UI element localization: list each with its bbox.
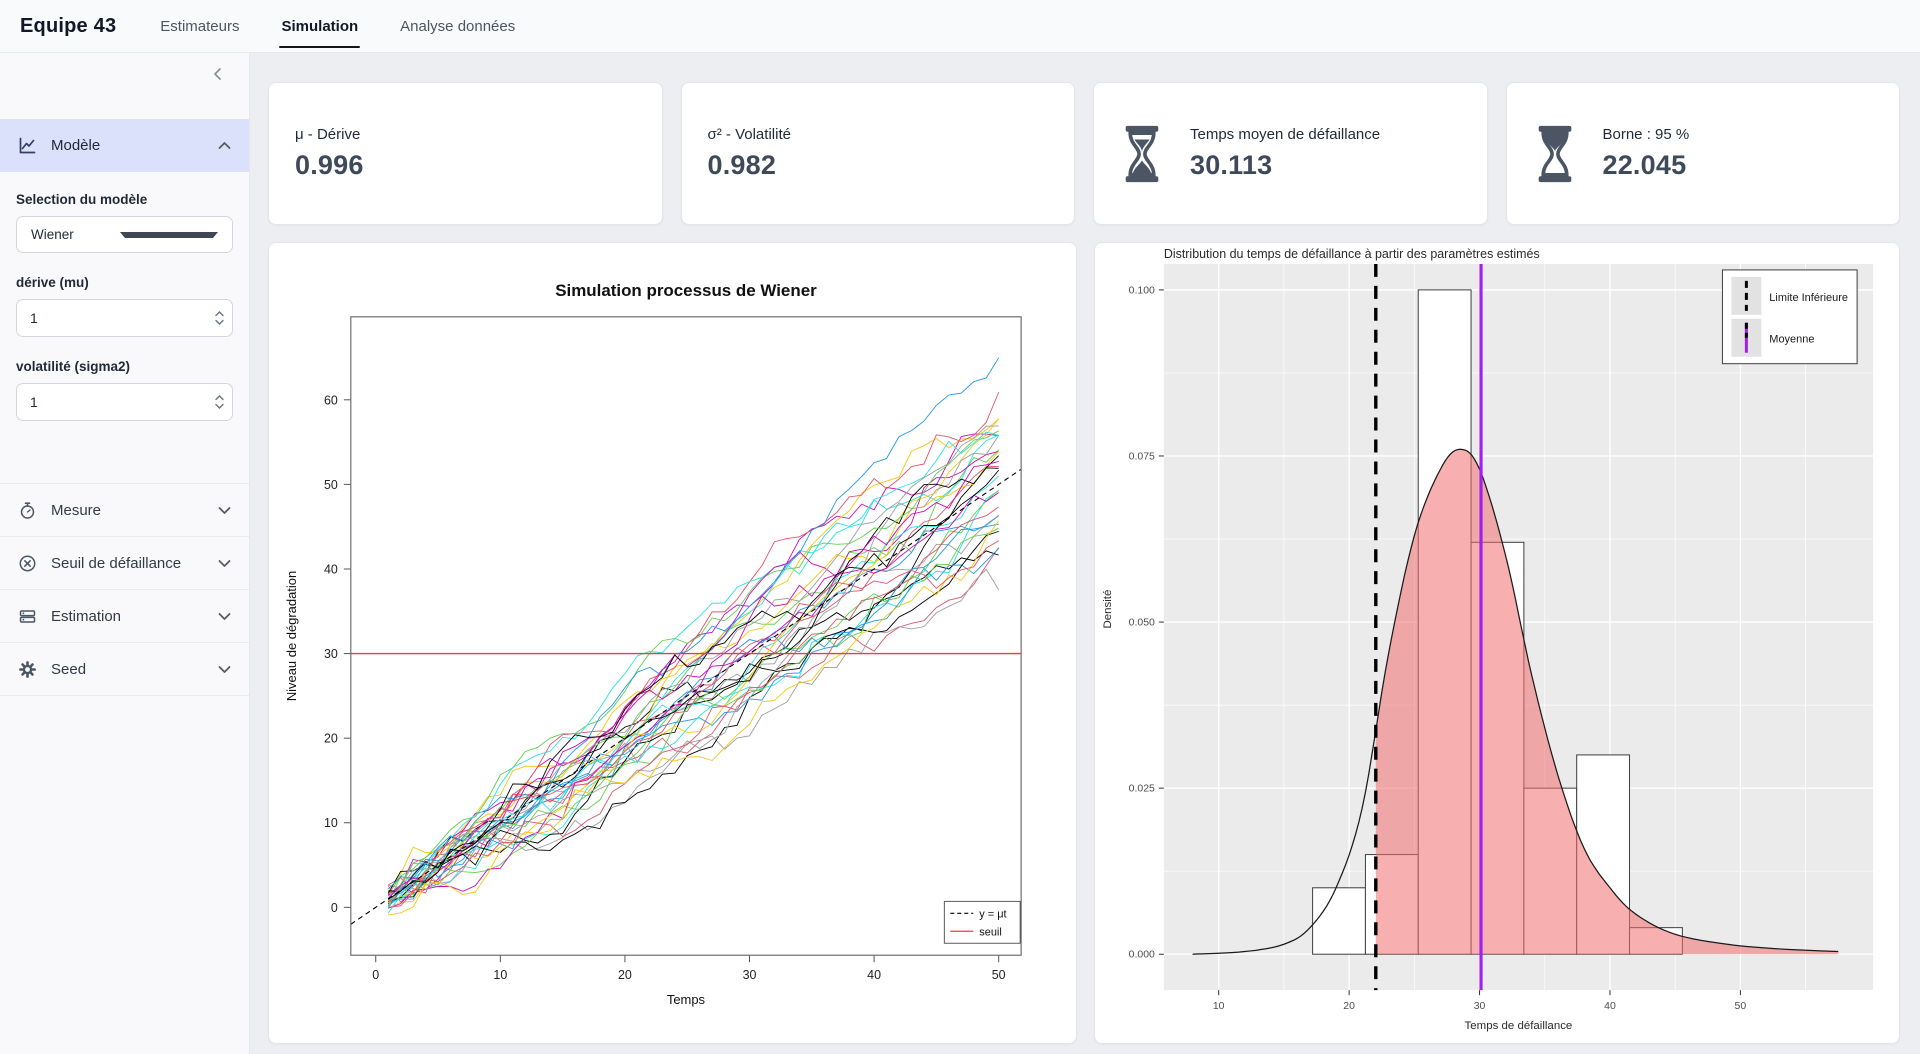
nav-tabs: Estimateurs Simulation Analyse données: [158, 0, 555, 52]
value-box-title: μ - Dérive: [295, 126, 361, 143]
chart-line-icon: [18, 136, 37, 155]
value-box-value: 30.113: [1190, 150, 1273, 180]
value-box-title: Borne : 95 %: [1602, 126, 1690, 143]
chevron-down-icon: [218, 665, 231, 674]
app-brand: Equipe 43: [20, 14, 117, 37]
model-settings-panel: Selection du modèle Wiener dérive (mu) v…: [0, 172, 249, 453]
svg-text:seuil: seuil: [979, 926, 1002, 938]
svg-text:Niveau de dégradation: Niveau de dégradation: [284, 571, 299, 701]
svg-text:Limite Inférieure: Limite Inférieure: [1769, 292, 1848, 304]
value-box-title: σ² - Volatilité: [707, 126, 791, 143]
value-box-row: μ - Dérive 0.996 σ² - Volatilité 0.982: [268, 82, 1900, 225]
chevron-down-icon: [218, 506, 231, 515]
sidebar-collapse-button[interactable]: [211, 67, 225, 84]
model-select-label: Selection du modèle: [16, 192, 148, 207]
tab-estimateurs[interactable]: Estimateurs: [160, 17, 240, 35]
value-box-value: 22.045: [1602, 150, 1687, 180]
svg-text:Distribution du temps de défai: Distribution du temps de défaillance à p…: [1164, 247, 1540, 261]
mu-input[interactable]: [19, 310, 215, 326]
svg-text:0: 0: [331, 901, 338, 915]
sigma-label: volatilité (sigma2): [16, 359, 131, 374]
value-box-derive: μ - Dérive 0.996: [268, 82, 663, 225]
svg-text:Temps: Temps: [667, 992, 706, 1007]
sidebar-section-label: Seuil de défaillance: [51, 554, 182, 572]
svg-text:30: 30: [324, 647, 338, 661]
wiener-simulation-plot: Simulation processus de Wiener 0 10 20 30 40 5…: [284, 281, 1022, 1007]
hourglass-icon: [1533, 125, 1577, 183]
circle-x-icon: [18, 554, 37, 573]
svg-text:40: 40: [867, 968, 881, 982]
value-box-borne: Borne : 95 % 22.045: [1505, 82, 1900, 225]
charts-row: Simulation processus de Wiener 0 10 20 30 40 5…: [268, 242, 1900, 1044]
chevron-down-icon: [218, 612, 231, 621]
stopwatch-icon: [18, 501, 37, 520]
svg-text:0.100: 0.100: [1129, 285, 1155, 296]
caret-down-icon: [119, 231, 218, 238]
value-box-title: Temps moyen de défaillance: [1190, 126, 1381, 143]
value-box-temps-moyen: Temps moyen de défaillance 30.113: [1093, 82, 1488, 225]
tab-simulation[interactable]: Simulation: [279, 0, 360, 52]
failure-time-distribution-plot: Distribution du temps de défaillance à p…: [1102, 247, 1874, 1032]
mu-label: dérive (mu): [16, 275, 89, 290]
main-content: μ - Dérive 0.996 σ² - Volatilité 0.982: [250, 53, 1920, 1054]
sidebar-sections-group: Mesure Seuil de défaillance: [0, 483, 249, 696]
sidebar-section-modele[interactable]: Modèle: [0, 119, 249, 172]
svg-text:10: 10: [1213, 1001, 1225, 1012]
svg-text:0.050: 0.050: [1129, 618, 1155, 629]
svg-text:20: 20: [1343, 1001, 1355, 1012]
server-icon: [18, 607, 37, 626]
stepper-icons[interactable]: [215, 395, 224, 409]
svg-text:10: 10: [324, 816, 338, 830]
sigma-input-wrap: [16, 383, 233, 421]
distribution-chart-card: Distribution du temps de défaillance à p…: [1094, 242, 1900, 1044]
wiener-chart-card: Simulation processus de Wiener 0 10 20 30 40 5…: [268, 242, 1077, 1044]
svg-text:40: 40: [1604, 1001, 1616, 1012]
svg-text:30: 30: [743, 968, 757, 982]
chevron-up-icon: [218, 141, 231, 150]
svg-text:0.075: 0.075: [1129, 451, 1155, 462]
svg-text:50: 50: [1735, 1001, 1747, 1012]
svg-text:Moyenne: Moyenne: [1769, 334, 1814, 346]
sidebar-section-label: Modèle: [51, 137, 101, 154]
svg-text:50: 50: [992, 968, 1006, 982]
model-select-value: Wiener: [31, 227, 74, 242]
svg-text:50: 50: [324, 478, 338, 492]
gear-icon: [18, 660, 37, 679]
sidebar-section-seuil[interactable]: Seuil de défaillance: [0, 536, 249, 589]
navbar: Equipe 43 Estimateurs Simulation Analyse…: [0, 0, 1920, 53]
svg-text:20: 20: [618, 968, 632, 982]
sidebar-section-label: Seed: [51, 660, 87, 678]
svg-text:y = μt: y = μt: [979, 908, 1006, 920]
sidebar-section-mesure[interactable]: Mesure: [0, 483, 249, 536]
value-box-volatilite: σ² - Volatilité 0.982: [680, 82, 1075, 225]
svg-text:Temps de défaillance: Temps de défaillance: [1465, 1020, 1573, 1032]
svg-text:20: 20: [324, 732, 338, 746]
model-select[interactable]: Wiener: [16, 216, 233, 253]
svg-text:30: 30: [1474, 1001, 1486, 1012]
sidebar-collapse-row: [0, 53, 249, 97]
value-box-value: 0.996: [295, 150, 364, 180]
hourglass-icon: [1120, 125, 1164, 183]
svg-text:40: 40: [324, 562, 338, 576]
value-box-value: 0.982: [707, 150, 777, 180]
tab-analyse-donnees[interactable]: Analyse données: [400, 17, 516, 35]
svg-text:0.000: 0.000: [1129, 950, 1155, 961]
svg-text:60: 60: [324, 393, 338, 407]
chevron-down-icon: [218, 559, 231, 568]
svg-text:10: 10: [493, 968, 507, 982]
sidebar-section-estimation[interactable]: Estimation: [0, 589, 249, 642]
mu-input-wrap: [16, 299, 233, 337]
sidebar: Modèle Selection du modèle Wiener dérive…: [0, 53, 250, 1054]
sidebar-section-seed[interactable]: Seed: [0, 642, 249, 695]
svg-text:Simulation processus de Wiener: Simulation processus de Wiener: [555, 281, 817, 300]
sidebar-section-label: Estimation: [51, 607, 122, 625]
svg-text:0.025: 0.025: [1129, 784, 1155, 795]
chevron-left-icon: [211, 67, 225, 84]
svg-text:0: 0: [372, 968, 379, 982]
sidebar-section-label: Mesure: [51, 501, 102, 519]
stepper-icons[interactable]: [215, 311, 224, 325]
sigma-input[interactable]: [19, 394, 215, 410]
svg-text:Densité: Densité: [1102, 590, 1114, 629]
